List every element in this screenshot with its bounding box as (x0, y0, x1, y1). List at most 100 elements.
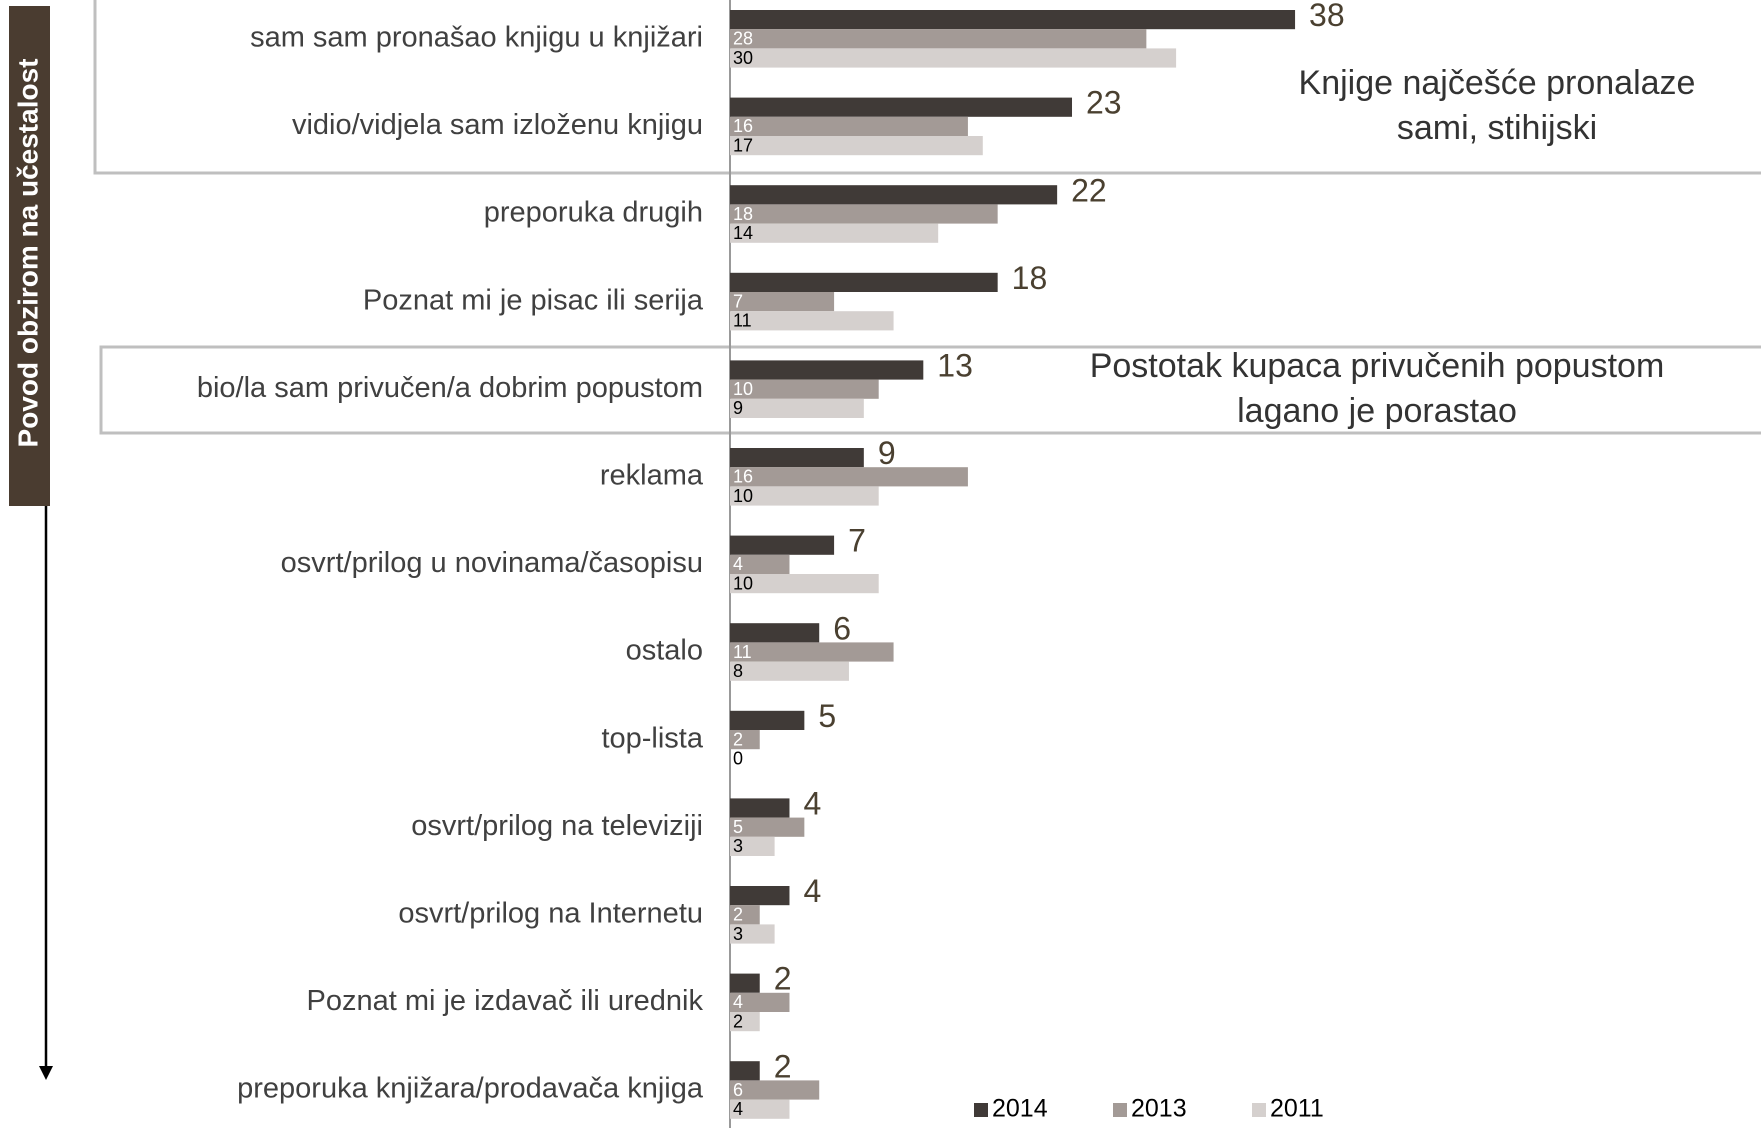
value-label: 16 (733, 467, 753, 487)
bar (730, 379, 879, 399)
value-label: 3 (733, 836, 743, 856)
bar (730, 886, 790, 906)
value-label: 0 (733, 749, 743, 769)
value-label: 9 (733, 398, 743, 418)
bar (730, 1012, 760, 1032)
category-label: vidio/vidjela sam izloženu knjigu (292, 109, 703, 141)
highlight-box (93, 0, 1761, 175)
category-label: preporuka knjižara/prodavača knjiga (237, 1073, 704, 1105)
bar (730, 204, 998, 224)
value-label: 11 (733, 642, 752, 662)
annotation: sami, stihijski (1397, 109, 1597, 147)
bar (730, 730, 760, 750)
bar (730, 223, 939, 243)
legend-swatch (974, 1103, 988, 1117)
bar (730, 97, 1073, 117)
value-label: 7 (733, 291, 743, 311)
category-label: bio/la sam privučen/a dobrim popustom (197, 372, 703, 404)
legend-label: 2013 (1131, 1095, 1187, 1123)
value-label: 6 (733, 1080, 743, 1100)
bar (730, 623, 820, 643)
value-label: 13 (937, 347, 973, 383)
bar (730, 311, 894, 331)
category-label: osvrt/prilog na Internetu (398, 897, 703, 929)
category-label: Poznat mi je izdavač ili urednik (306, 985, 703, 1017)
bar (730, 448, 864, 468)
bar (730, 360, 924, 380)
bar (730, 710, 805, 730)
value-label: 8 (733, 661, 743, 681)
bar (730, 48, 1177, 68)
category-label: sam sam pronašao knjigu u knjižari (250, 21, 703, 53)
bar (730, 661, 849, 681)
value-label: 2 (733, 1011, 743, 1031)
value-label: 4 (803, 873, 821, 909)
highlight-box (99, 345, 1761, 435)
value-label: 4 (803, 785, 821, 821)
value-label: 9 (878, 435, 896, 471)
bar (730, 29, 1147, 49)
bar (730, 574, 879, 594)
bar (730, 973, 760, 993)
y-axis-label: Povod obzirom na učestalost (12, 59, 43, 448)
legend-swatch (1113, 1103, 1127, 1117)
bar (730, 836, 775, 856)
value-label: 7 (848, 523, 866, 559)
category-label: reklama (600, 459, 704, 491)
bar (730, 292, 835, 312)
bar (730, 642, 894, 662)
bar (730, 798, 790, 818)
bar (730, 10, 1296, 30)
bar (730, 1061, 760, 1081)
bar (730, 272, 998, 292)
annotation: Postotak kupaca privučenih popustom (1090, 347, 1665, 385)
bar (730, 398, 864, 418)
bar (730, 136, 983, 156)
bar (730, 554, 790, 574)
value-label: 18 (733, 204, 753, 224)
value-label: 17 (733, 135, 753, 155)
legend-swatch (1252, 1103, 1266, 1117)
value-label: 4 (733, 1099, 743, 1119)
category-label: ostalo (626, 635, 703, 667)
category-label: Poznat mi je pisac ili serija (363, 284, 704, 316)
value-label: 10 (733, 379, 753, 399)
value-label: 38 (1309, 0, 1345, 33)
value-label: 10 (733, 486, 753, 506)
category-label: osvrt/prilog u novinama/časopisu (281, 547, 703, 579)
bar (730, 185, 1058, 205)
bar (730, 992, 790, 1012)
bar (730, 1080, 820, 1100)
value-label: 30 (733, 48, 753, 68)
annotation: Knjige najčešće pronalaze (1299, 64, 1696, 102)
annotation: lagano je porastao (1237, 392, 1517, 430)
value-label: 5 (733, 817, 743, 837)
value-label: 3 (733, 924, 743, 944)
value-label: 28 (733, 29, 753, 49)
value-label: 4 (733, 992, 743, 1012)
category-label: preporuka drugih (484, 197, 703, 229)
value-label: 4 (733, 554, 743, 574)
value-label: 2 (774, 1048, 792, 1084)
value-label: 6 (833, 610, 851, 646)
axis-label-box (9, 6, 50, 506)
bar (730, 905, 760, 925)
bar (730, 1099, 790, 1119)
legend-label: 2014 (992, 1095, 1048, 1123)
arrow-head (39, 1066, 53, 1080)
value-label: 16 (733, 116, 753, 136)
category-label: osvrt/prilog na televiziji (411, 810, 703, 842)
value-label: 23 (1086, 85, 1122, 121)
value-label: 2 (733, 905, 743, 925)
category-label: top-lista (601, 722, 703, 754)
bar (730, 116, 968, 136)
legend-label: 2011 (1270, 1095, 1324, 1123)
bar (730, 924, 775, 944)
value-label: 22 (1071, 172, 1107, 208)
value-label: 5 (818, 698, 836, 734)
value-label: 14 (733, 223, 753, 243)
value-label: 2 (774, 961, 792, 997)
bar (730, 817, 805, 837)
